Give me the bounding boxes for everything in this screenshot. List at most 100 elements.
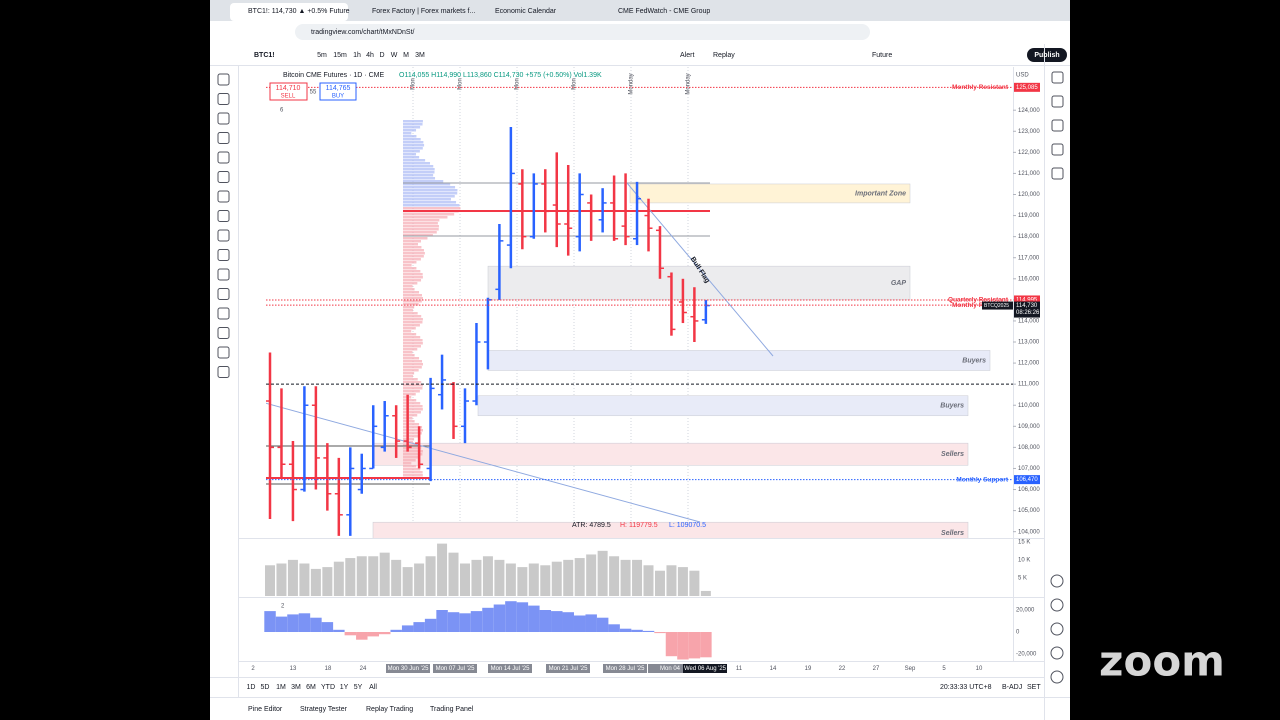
interval-button[interactable]: 15m (333, 52, 347, 59)
layout-name[interactable]: Future (872, 52, 892, 59)
time-label-box (386, 664, 430, 673)
active-tab[interactable] (230, 3, 348, 21)
panel-tab[interactable]: Strategy Tester (300, 706, 348, 713)
sidebar-icon[interactable] (1050, 574, 1064, 588)
settings-button[interactable]: SET (1027, 684, 1041, 691)
volume-profile-row (403, 435, 419, 438)
interval-button[interactable]: 3M (415, 52, 425, 59)
volume-bar (459, 563, 470, 596)
drawing-tool-icon[interactable] (217, 73, 230, 86)
drawing-tool-icon[interactable] (217, 171, 230, 183)
interval-button[interactable]: M (403, 52, 409, 59)
oscillator-bar (700, 632, 712, 658)
volume-profile-row (403, 357, 420, 360)
drawing-tool-icon[interactable] (217, 112, 230, 125)
oscillator-bar (585, 614, 597, 633)
volume-profile-row (403, 129, 417, 132)
sidebar-icon[interactable] (1051, 71, 1064, 84)
volume-bar (620, 559, 631, 596)
range-button[interactable]: All (369, 684, 377, 691)
range-button[interactable]: 1Y (340, 684, 349, 691)
tab-title[interactable]: Economic Calendar (495, 8, 557, 15)
time-label: 2 (251, 666, 255, 672)
replay-button[interactable]: Replay (713, 52, 735, 59)
drawing-tool-icon[interactable] (217, 132, 230, 144)
time-label: 19 (805, 666, 812, 672)
drawing-tool-icon[interactable] (217, 327, 230, 339)
oscillator-bar (505, 601, 517, 633)
range-button[interactable]: 5Y (354, 684, 363, 691)
sidebar-icon[interactable] (1051, 143, 1064, 156)
volume-bar (574, 558, 585, 596)
sidebar-icon[interactable] (1051, 95, 1064, 108)
volume-profile-row (403, 363, 423, 366)
range-button[interactable]: YTD (321, 684, 335, 691)
buy-label[interactable]: BUY (332, 94, 344, 100)
interval-button[interactable]: 1h (353, 52, 361, 59)
sidebar-icon[interactable] (1050, 646, 1064, 660)
week-label: Mon (572, 78, 578, 90)
volume-profile-row (403, 267, 417, 270)
sell-label[interactable]: SELL (281, 94, 296, 100)
drawing-tool-icon[interactable] (217, 268, 230, 281)
url-field[interactable] (295, 24, 870, 40)
range-button[interactable]: 3M (291, 684, 301, 691)
spread: 55 (310, 90, 317, 96)
price-label-box (1014, 475, 1040, 485)
sidebar-icon[interactable] (1051, 167, 1064, 180)
volume-bar (414, 563, 425, 596)
range-button[interactable]: 5D (261, 684, 270, 691)
range-button[interactable]: 1M (276, 684, 286, 691)
tab-title[interactable]: CME FedWatch - CME Group (618, 8, 710, 15)
drawing-tool-icon[interactable] (217, 151, 230, 164)
range-button[interactable]: 6M (306, 684, 316, 691)
buy-price[interactable]: 114,765 (326, 85, 351, 92)
panel-tab[interactable]: Pine Editor (248, 706, 283, 713)
drawing-tool-icon[interactable] (217, 93, 230, 105)
drawing-tool-icon[interactable] (217, 346, 230, 359)
oscillator-bar (321, 622, 334, 633)
level-label: Monthly Support (956, 476, 1008, 483)
volume-profile-row (403, 453, 423, 456)
oscillator-bar (642, 630, 655, 633)
volume-profile-row (403, 393, 416, 396)
interval-button[interactable]: D (379, 52, 384, 59)
sidebar-icon[interactable] (1051, 119, 1064, 132)
sidebar-icon[interactable] (1050, 598, 1064, 612)
alert-button[interactable]: Alert (680, 52, 694, 59)
currency[interactable]: USD (1016, 73, 1029, 79)
sell-price[interactable]: 114,710 (276, 85, 301, 92)
panel-tab[interactable]: Replay Trading (366, 706, 413, 713)
zone-label: Buyers (940, 403, 964, 410)
buy-button[interactable] (319, 82, 357, 101)
url[interactable]: tradingview.com/chart/tMxNDnSt/ (311, 29, 415, 36)
volume-bar (677, 567, 688, 596)
interval-button[interactable]: 4h (366, 52, 374, 59)
drawing-tool-icon[interactable] (217, 288, 230, 300)
zoom-logo: zoom (1099, 637, 1225, 686)
symbol[interactable]: BTC1! (254, 52, 275, 59)
drawing-tool-icon[interactable] (217, 249, 230, 261)
publish-button[interactable] (1027, 48, 1067, 62)
drawing-tool-icon[interactable] (217, 190, 230, 203)
drawing-tool-icon[interactable] (217, 307, 230, 320)
sell-button[interactable] (269, 82, 308, 101)
price-tick-label: 105,000 (1018, 508, 1040, 514)
volume-profile-row (403, 318, 423, 321)
range-button[interactable]: 1D (247, 684, 256, 691)
interval-button[interactable]: 5m (317, 52, 327, 59)
tab-title[interactable]: Forex Factory | Forex markets f... (372, 8, 475, 15)
price-label: 106,470 (1016, 477, 1038, 483)
panel-tab[interactable]: Trading Panel (430, 706, 474, 713)
adjust-button[interactable]: B-ADJ (1002, 684, 1022, 691)
drawing-tool-icon[interactable] (217, 229, 230, 242)
interval-button[interactable]: W (391, 52, 398, 59)
sidebar-icon[interactable] (1050, 622, 1064, 636)
indicator-count[interactable]: 6 (280, 108, 284, 114)
drawing-tool-icon[interactable] (217, 366, 230, 378)
sidebar-icon[interactable] (1050, 670, 1064, 684)
tab-title[interactable]: BTC1!: 114,730 ▲ +0.5% Future (248, 8, 350, 15)
publish-label[interactable]: Publish (1034, 52, 1059, 59)
drawing-tool-icon[interactable] (217, 210, 230, 222)
